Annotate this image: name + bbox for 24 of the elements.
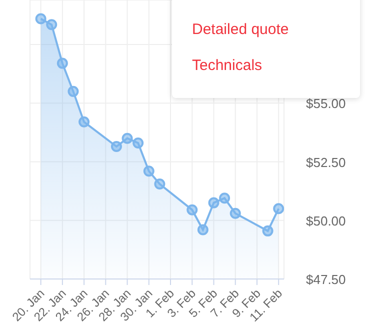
- point: [208, 197, 220, 208]
- y-tick-label: $55.00: [306, 96, 346, 112]
- point: [273, 203, 284, 214]
- point: [219, 192, 230, 204]
- point: [143, 166, 154, 177]
- point: [154, 178, 166, 190]
- menu-panel: Detailed quote Technicals: [172, 0, 360, 98]
- point: [56, 58, 68, 69]
- point: [78, 116, 90, 128]
- point: [186, 204, 198, 216]
- point: [122, 132, 133, 144]
- point: [46, 19, 58, 30]
- point: [197, 224, 208, 236]
- point: [110, 141, 122, 152]
- annotation: Detailed quote: [191, 20, 290, 40]
- y-tick-label: $52.50: [306, 154, 346, 170]
- point: [35, 13, 46, 24]
- y-tick-label: $50.00: [306, 213, 346, 228]
- annotation: Technicals: [191, 56, 264, 76]
- point: [132, 138, 144, 149]
- y-tick-label: $47.50: [306, 272, 346, 287]
- point: [230, 208, 241, 219]
- point: [68, 86, 79, 97]
- point: [262, 225, 274, 236]
